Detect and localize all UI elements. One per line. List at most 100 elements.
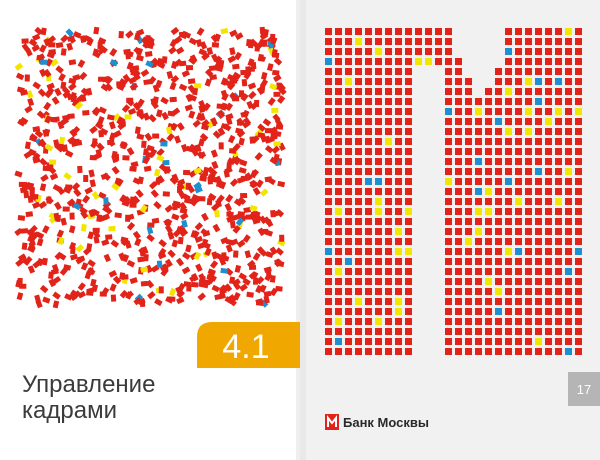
pattern-mark [345,48,352,55]
pattern-mark [505,138,512,145]
pattern-mark [208,273,217,282]
pattern-mark [535,98,542,105]
pattern-mark [64,150,74,158]
pattern-mark [246,259,256,269]
pattern-mark [112,113,121,122]
pattern-mark [355,288,362,295]
pattern-mark [111,182,120,191]
pattern-mark [465,248,472,255]
pattern-mark [555,218,562,225]
pattern-mark [385,108,392,115]
pattern-mark [14,170,23,178]
pattern-mark [445,268,452,275]
pattern-mark [505,38,512,45]
pattern-mark [273,91,281,97]
pattern-mark [237,211,246,217]
pattern-mark [83,174,89,182]
pattern-mark [405,98,412,105]
pattern-mark [405,268,412,275]
pattern-mark [325,298,332,305]
pattern-mark [169,96,177,103]
pattern-mark [365,168,372,175]
pattern-mark [122,155,130,161]
pattern-mark [19,283,27,289]
pattern-mark [505,238,512,245]
pattern-mark [158,239,167,248]
pattern-mark [395,198,402,205]
pattern-mark [535,318,542,325]
pattern-mark [445,98,452,105]
pattern-mark [535,138,542,145]
pattern-mark [224,296,234,304]
pattern-mark [365,238,372,245]
pattern-mark [445,338,452,345]
pattern-mark [142,112,151,121]
pattern-mark [264,176,273,183]
pattern-mark [475,108,482,115]
pattern-mark [445,228,452,235]
pattern-mark [345,348,352,355]
pattern-mark [405,218,412,225]
pattern-mark [445,188,452,195]
pattern-mark [495,348,502,355]
pattern-mark [216,194,225,204]
pattern-mark [405,138,412,145]
pattern-mark [209,260,219,269]
pattern-mark [325,38,332,45]
pattern-mark [485,258,492,265]
pattern-mark [355,318,362,325]
pattern-mark [21,38,29,44]
pattern-mark [375,348,382,355]
pattern-mark [345,308,352,315]
pattern-mark [555,88,562,95]
pattern-mark [89,125,98,134]
pattern-mark [77,165,83,174]
pattern-mark [32,201,41,209]
pattern-mark [465,188,472,195]
pattern-mark [254,99,260,107]
pattern-mark [136,47,144,56]
pattern-mark [575,198,582,205]
pattern-mark [485,308,492,315]
pattern-mark [375,338,382,345]
pattern-mark [335,38,342,45]
pattern-mark [335,58,342,65]
pattern-mark [123,48,131,55]
pattern-mark [445,298,452,305]
pattern-mark [375,98,382,105]
pattern-mark [87,231,95,240]
pattern-mark [455,78,462,85]
pattern-mark [515,278,522,285]
pattern-mark [545,38,552,45]
pattern-mark [71,98,80,108]
pattern-mark [98,106,107,115]
pattern-mark [122,73,131,83]
pattern-mark [385,188,392,195]
pattern-mark [335,248,342,255]
pattern-mark [187,84,196,94]
pattern-mark [525,248,532,255]
pattern-mark [42,296,51,304]
pattern-mark [405,48,412,55]
pattern-mark [545,188,552,195]
pattern-mark [505,188,512,195]
pattern-mark [525,218,532,225]
pattern-mark [275,208,285,218]
pattern-mark [535,118,542,125]
pattern-mark [565,238,572,245]
pattern-mark [525,28,532,35]
pattern-mark [485,268,492,275]
pattern-mark [86,37,94,47]
pattern-mark [24,256,33,265]
pattern-mark [575,138,582,145]
pattern-mark [148,113,157,123]
pattern-mark [108,225,116,232]
grid-pattern [325,28,582,355]
pattern-mark [385,328,392,335]
pattern-mark [465,108,472,115]
pattern-mark [145,151,154,158]
pattern-mark [375,118,382,125]
pattern-mark [32,260,42,269]
pattern-mark [271,48,278,57]
pattern-mark [575,48,582,55]
